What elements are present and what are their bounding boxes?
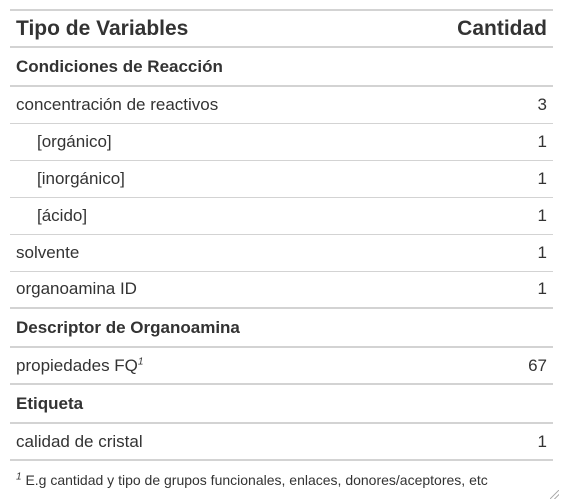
table-row: solvente 1 [10,234,553,272]
table-row: calidad de cristal 1 [10,423,553,460]
variable-name: propiedades FQ1 [10,347,379,385]
variable-quantity: 1 [537,431,547,451]
resize-grip-icon[interactable] [550,490,559,499]
table-row: propiedades FQ1 67 [10,347,553,385]
variable-name: [ácido] [10,197,379,235]
variables-table: Tipo de Variables Cantidad Condiciones d… [10,9,553,461]
variable-quantity: 1 [378,123,553,161]
variable-quantity: 3 [378,86,553,124]
group-row-organoamine-descriptor: Descriptor de Organoamina [10,308,553,348]
variable-quantity: 1 [378,234,553,272]
table-row: [orgánico] 1 [10,123,553,161]
column-header-type: Tipo de Variables [10,10,379,48]
variable-name: organoamina ID [10,271,379,309]
footnote-marker: 1 [137,355,144,367]
footnote-text: E.g cantidad y tipo de grupos funcionale… [25,472,488,488]
variable-name: calidad de cristal [16,431,143,451]
variable-quantity: 1 [378,160,553,198]
table-row: [inorgánico] 1 [10,160,553,198]
table-footnote: 1 E.g cantidad y tipo de grupos funciona… [10,468,553,492]
variable-quantity: 1 [378,197,553,235]
group-label: Descriptor de Organoamina [10,308,553,348]
variable-quantity: 1 [378,271,553,309]
column-header-quantity: Cantidad [378,10,553,48]
footnote-marker: 1 [16,471,22,483]
table-row: [ácido] 1 [10,197,553,235]
variable-name: [orgánico] [10,123,379,161]
variable-quantity: 67 [378,347,553,385]
table-header-row: Tipo de Variables Cantidad [10,10,553,48]
variable-name: solvente [10,234,379,272]
variable-name: concentración de reactivos [10,86,379,124]
variable-name-text: propiedades FQ [16,355,138,375]
variables-table-container: Tipo de Variables Cantidad Condiciones d… [10,9,553,461]
table-row: organoamina ID 1 [10,271,553,309]
group-row-reaction-conditions: Condiciones de Reacción [10,47,553,87]
group-label: Etiqueta [10,384,553,424]
variable-name: [inorgánico] [10,160,379,198]
table-row: concentración de reactivos 3 [10,86,553,124]
group-label: Condiciones de Reacción [10,47,553,87]
group-row-label: Etiqueta [10,384,553,424]
